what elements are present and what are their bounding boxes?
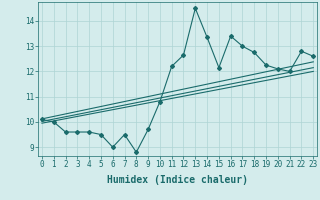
X-axis label: Humidex (Indice chaleur): Humidex (Indice chaleur)	[107, 175, 248, 185]
